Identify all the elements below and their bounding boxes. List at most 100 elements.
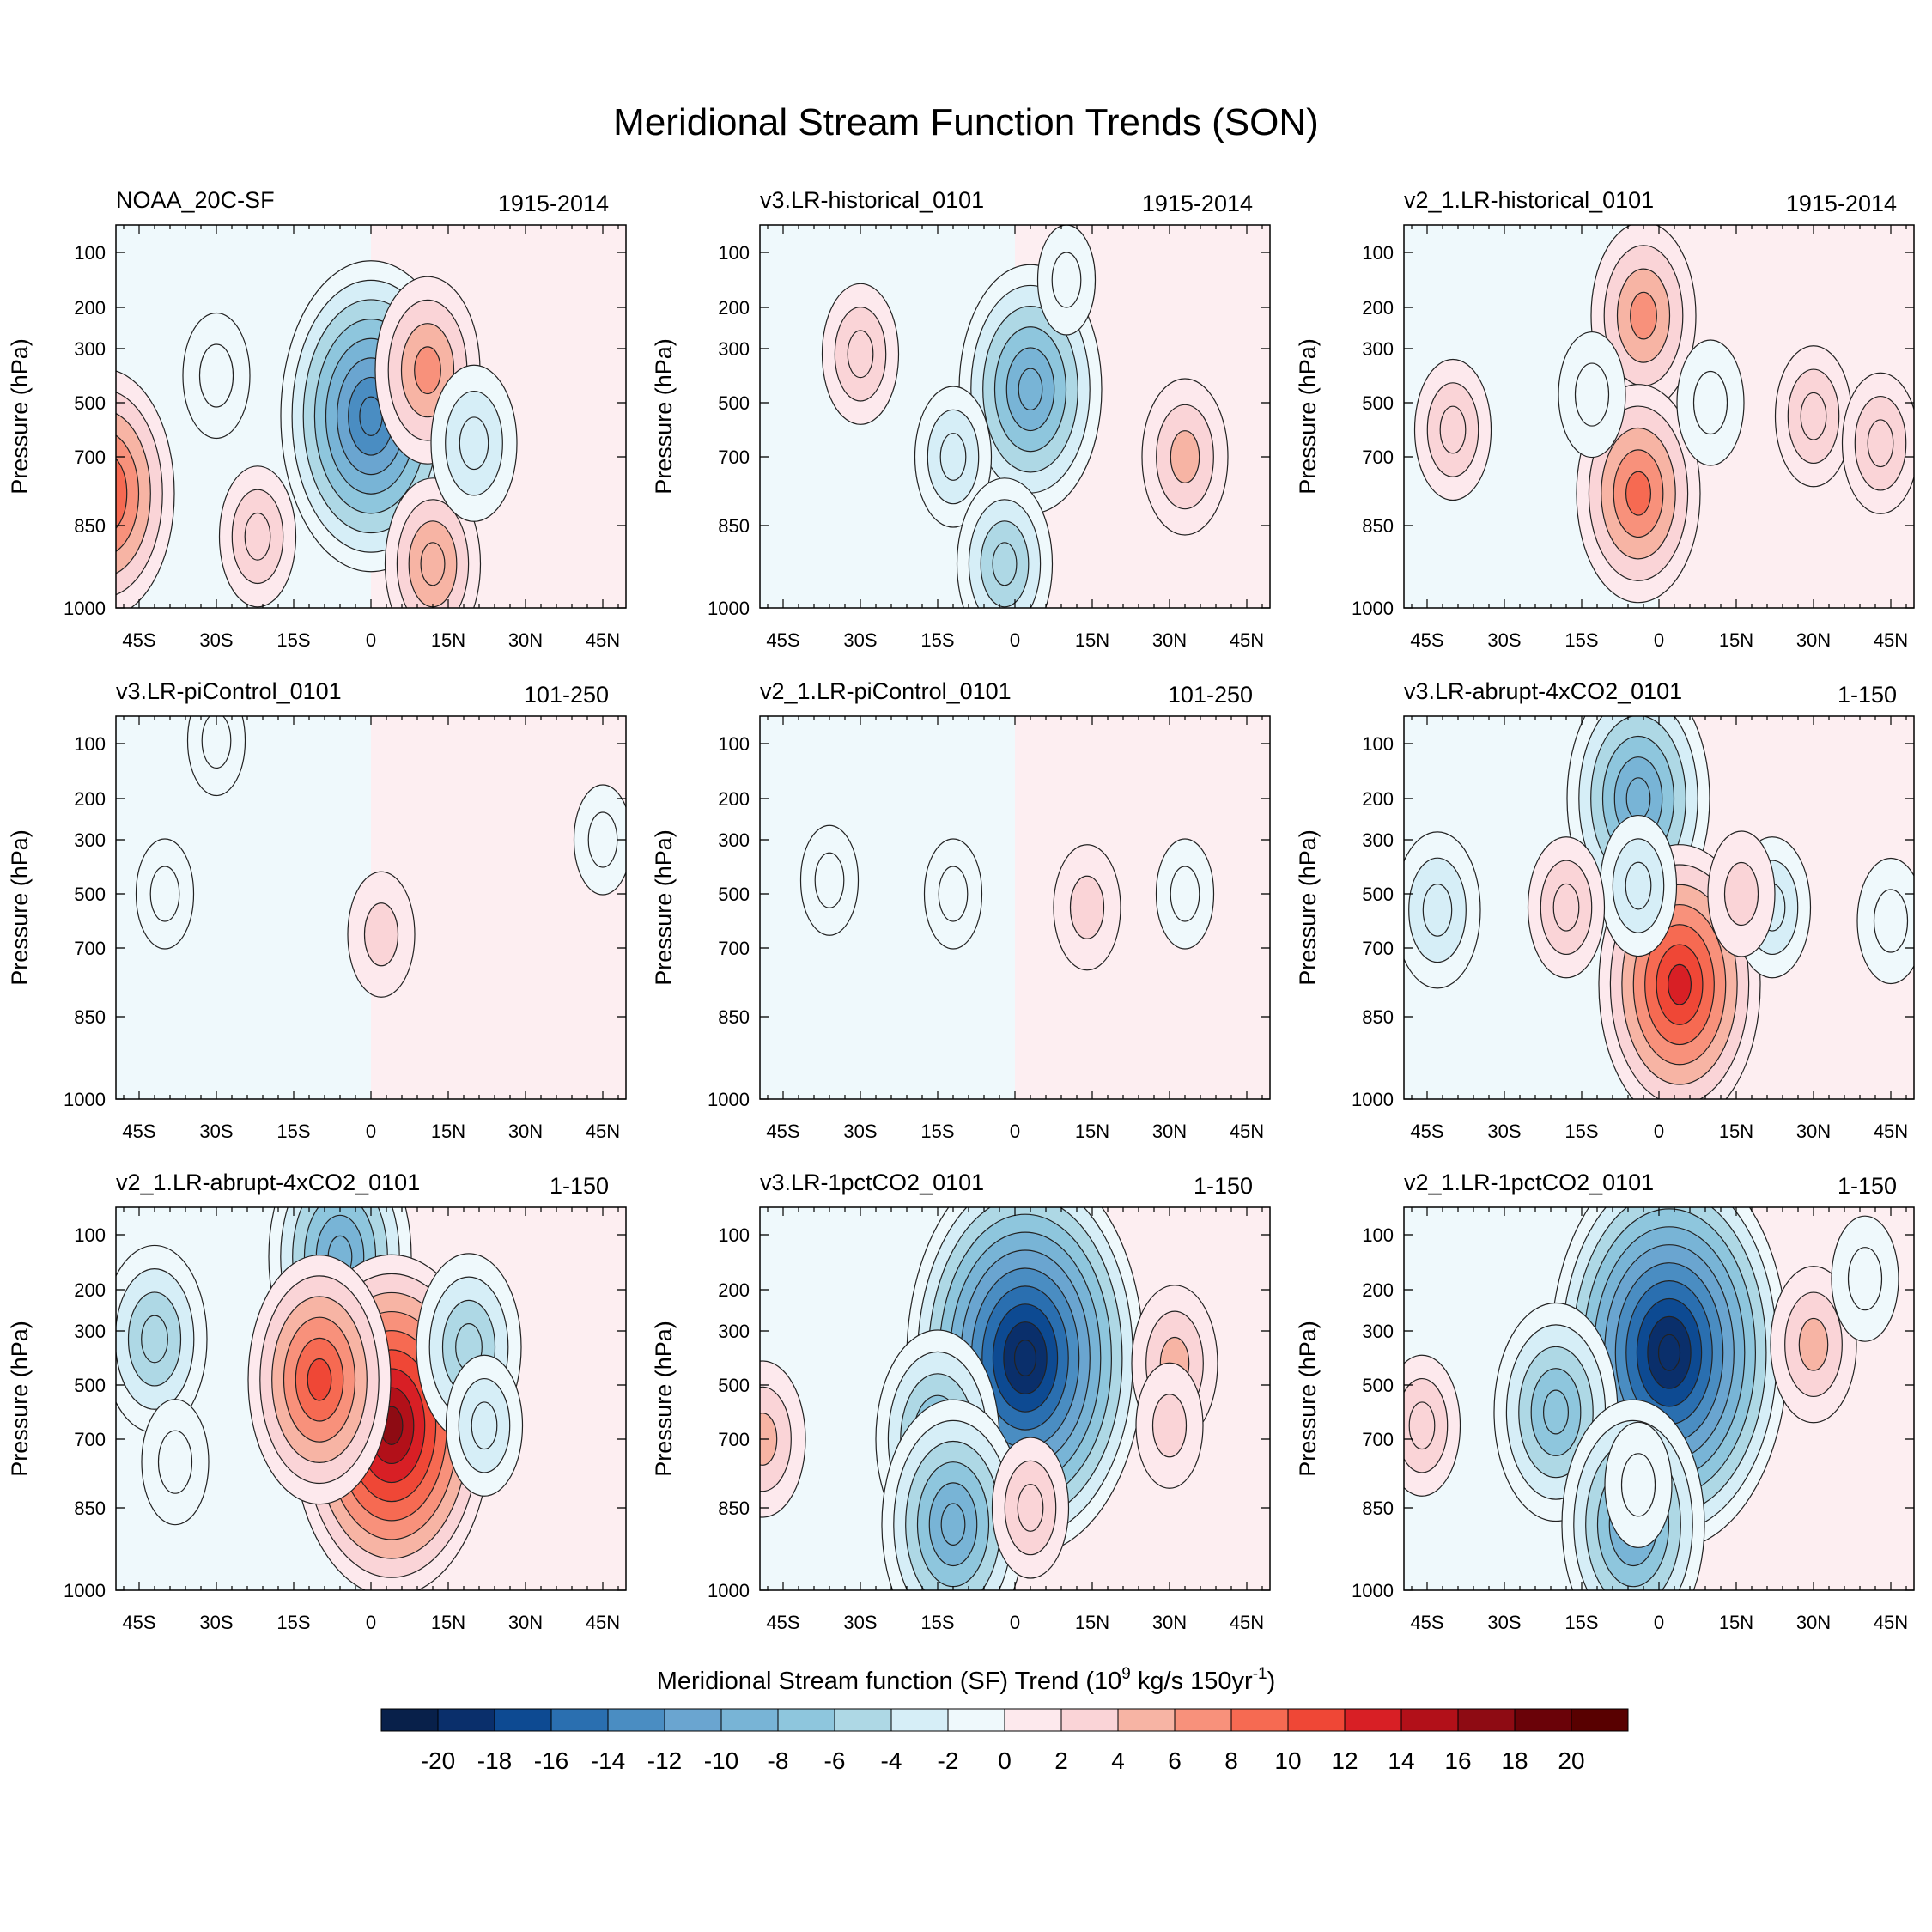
colorbar-tick-label: -2: [938, 1747, 959, 1774]
colorbar-tick-label: -4: [881, 1747, 902, 1774]
colorbar-swatch: [1117, 1708, 1176, 1732]
x-tick-label: 0: [366, 1612, 376, 1633]
y-tick-label: 850: [718, 1006, 750, 1028]
contour-level: [307, 1358, 332, 1401]
contour-level: [116, 458, 128, 530]
x-tick-label: 0: [366, 629, 376, 651]
x-tick-label: 45S: [1410, 629, 1443, 651]
colorbar-swatch: [890, 1708, 949, 1732]
y-axis-label: Pressure (hPa): [651, 1321, 677, 1477]
colorbar-swatch: [1571, 1708, 1629, 1732]
panel-name: v2_1.LR-historical_0101: [1404, 187, 1654, 213]
x-tick-label: 15N: [1719, 629, 1753, 651]
panel-8: v3.LR-1pctCO2_0101 1-150 100 200 300 500 700 85…: [651, 1170, 1271, 1633]
y-axis-label: Pressure (hPa): [651, 829, 677, 986]
x-tick-label: 45S: [766, 1612, 799, 1633]
y-tick-label: 850: [74, 1006, 106, 1028]
colorbar-swatch: [380, 1708, 439, 1732]
x-tick-label: 45S: [766, 629, 799, 651]
colorbar-tick-label: 6: [1168, 1747, 1182, 1774]
colorbar-swatch: [607, 1708, 665, 1732]
colorbar-tick-label: 18: [1501, 1747, 1528, 1774]
x-tick-label: 15S: [276, 1612, 310, 1633]
contour-level: [244, 512, 271, 561]
contour-level: [420, 542, 446, 586]
x-tick-label: 30S: [199, 1612, 233, 1633]
contour-field: [1404, 225, 1914, 608]
y-tick-label: 850: [74, 515, 106, 537]
x-tick-label: 30N: [1796, 629, 1831, 651]
x-tick-label: 45N: [1874, 1121, 1908, 1142]
y-tick-label: 200: [74, 788, 106, 810]
colorbar-swatch: [1287, 1708, 1346, 1732]
x-tick-label: 30S: [1487, 629, 1521, 651]
colorbar-tick-label: 16: [1444, 1747, 1471, 1774]
x-tick-label: 0: [1654, 1612, 1664, 1633]
x-tick-label: 15S: [276, 1121, 310, 1142]
contour-level: [938, 866, 969, 922]
panel-period: 1-150: [1194, 1173, 1253, 1199]
colorbar-swatch: [777, 1708, 835, 1732]
contour-level: [940, 1503, 966, 1546]
contour-level: [141, 1315, 168, 1364]
y-tick-label: 700: [718, 447, 750, 468]
panel-period: 1-150: [1838, 682, 1897, 708]
y-axis-label: Pressure (hPa): [7, 829, 33, 986]
figure-title: Meridional Stream Function Trends (SON): [613, 101, 1319, 143]
colorbar-label: Meridional Stream function (SF) Trend (1…: [657, 1665, 1276, 1695]
panel-name: v2_1.LR-piControl_0101: [760, 678, 1012, 704]
y-tick-label: 700: [74, 938, 106, 959]
y-tick-label: 500: [718, 884, 750, 905]
x-tick-label: 45N: [586, 629, 620, 651]
colorbar-swatch: [1400, 1708, 1459, 1732]
y-tick-label: 1000: [1352, 1580, 1394, 1601]
contour-level: [1847, 1247, 1883, 1311]
y-tick-label: 200: [74, 1279, 106, 1301]
contour-level: [1552, 883, 1580, 932]
colorbar-tick-label: 12: [1331, 1747, 1358, 1774]
contour-level: [939, 433, 967, 481]
y-tick-label: 1000: [64, 1580, 106, 1601]
y-axis-label: Pressure (hPa): [7, 338, 33, 495]
colorbar-tick-label: -18: [477, 1747, 512, 1774]
x-tick-label: 30N: [1152, 629, 1187, 651]
y-tick-label: 300: [718, 1321, 750, 1342]
contour-field: [116, 225, 518, 608]
contour-level: [1069, 875, 1105, 939]
contour-field: [1404, 1207, 1899, 1590]
contour-field: [1404, 716, 1914, 1099]
x-tick-label: 0: [1010, 629, 1020, 651]
y-tick-label: 100: [1362, 242, 1394, 264]
y-tick-label: 850: [1362, 1498, 1394, 1519]
colorbar-tick-label: -12: [647, 1747, 682, 1774]
x-tick-label: 15N: [1719, 1121, 1753, 1142]
panel-period: 1-150: [1838, 1173, 1897, 1199]
colorbar: -20 -18 -16 -14 -12 -10 -8 -6 -4 -2 0 2 4 6 8 10 12 14 16 1…: [380, 1665, 1629, 1774]
x-tick-label: 45S: [1410, 1612, 1443, 1633]
y-tick-label: 300: [74, 1321, 106, 1342]
x-tick-label: 30S: [1487, 1121, 1521, 1142]
x-tick-label: 0: [1654, 629, 1664, 651]
contour-level: [1625, 777, 1651, 820]
contour-level: [459, 416, 489, 471]
y-tick-label: 300: [718, 338, 750, 360]
panel-5: v2_1.LR-piControl_0101 101-250 100 200 300 50…: [651, 678, 1271, 1142]
x-tick-label: 15S: [1564, 1121, 1598, 1142]
colorbar-swatch: [720, 1708, 779, 1732]
y-tick-label: 1000: [1352, 598, 1394, 619]
x-tick-label: 15N: [431, 1121, 465, 1142]
y-tick-label: 1000: [64, 1089, 106, 1110]
y-tick-label: 100: [718, 242, 750, 264]
y-tick-label: 300: [1362, 1321, 1394, 1342]
y-tick-label: 850: [718, 515, 750, 537]
x-tick-label: 30N: [1796, 1612, 1831, 1633]
contour-field: [760, 1207, 1218, 1590]
x-tick-label: 15S: [920, 1612, 954, 1633]
x-tick-label: 30N: [508, 1121, 543, 1142]
panel-period: 1915-2014: [1786, 191, 1897, 216]
x-tick-label: 30S: [1487, 1612, 1521, 1633]
panel-6: v3.LR-abrupt-4xCO2_0101 1-150 100 200 300 500…: [1295, 678, 1915, 1142]
contour-level: [1668, 963, 1692, 1005]
contour-level: [1151, 1394, 1188, 1458]
